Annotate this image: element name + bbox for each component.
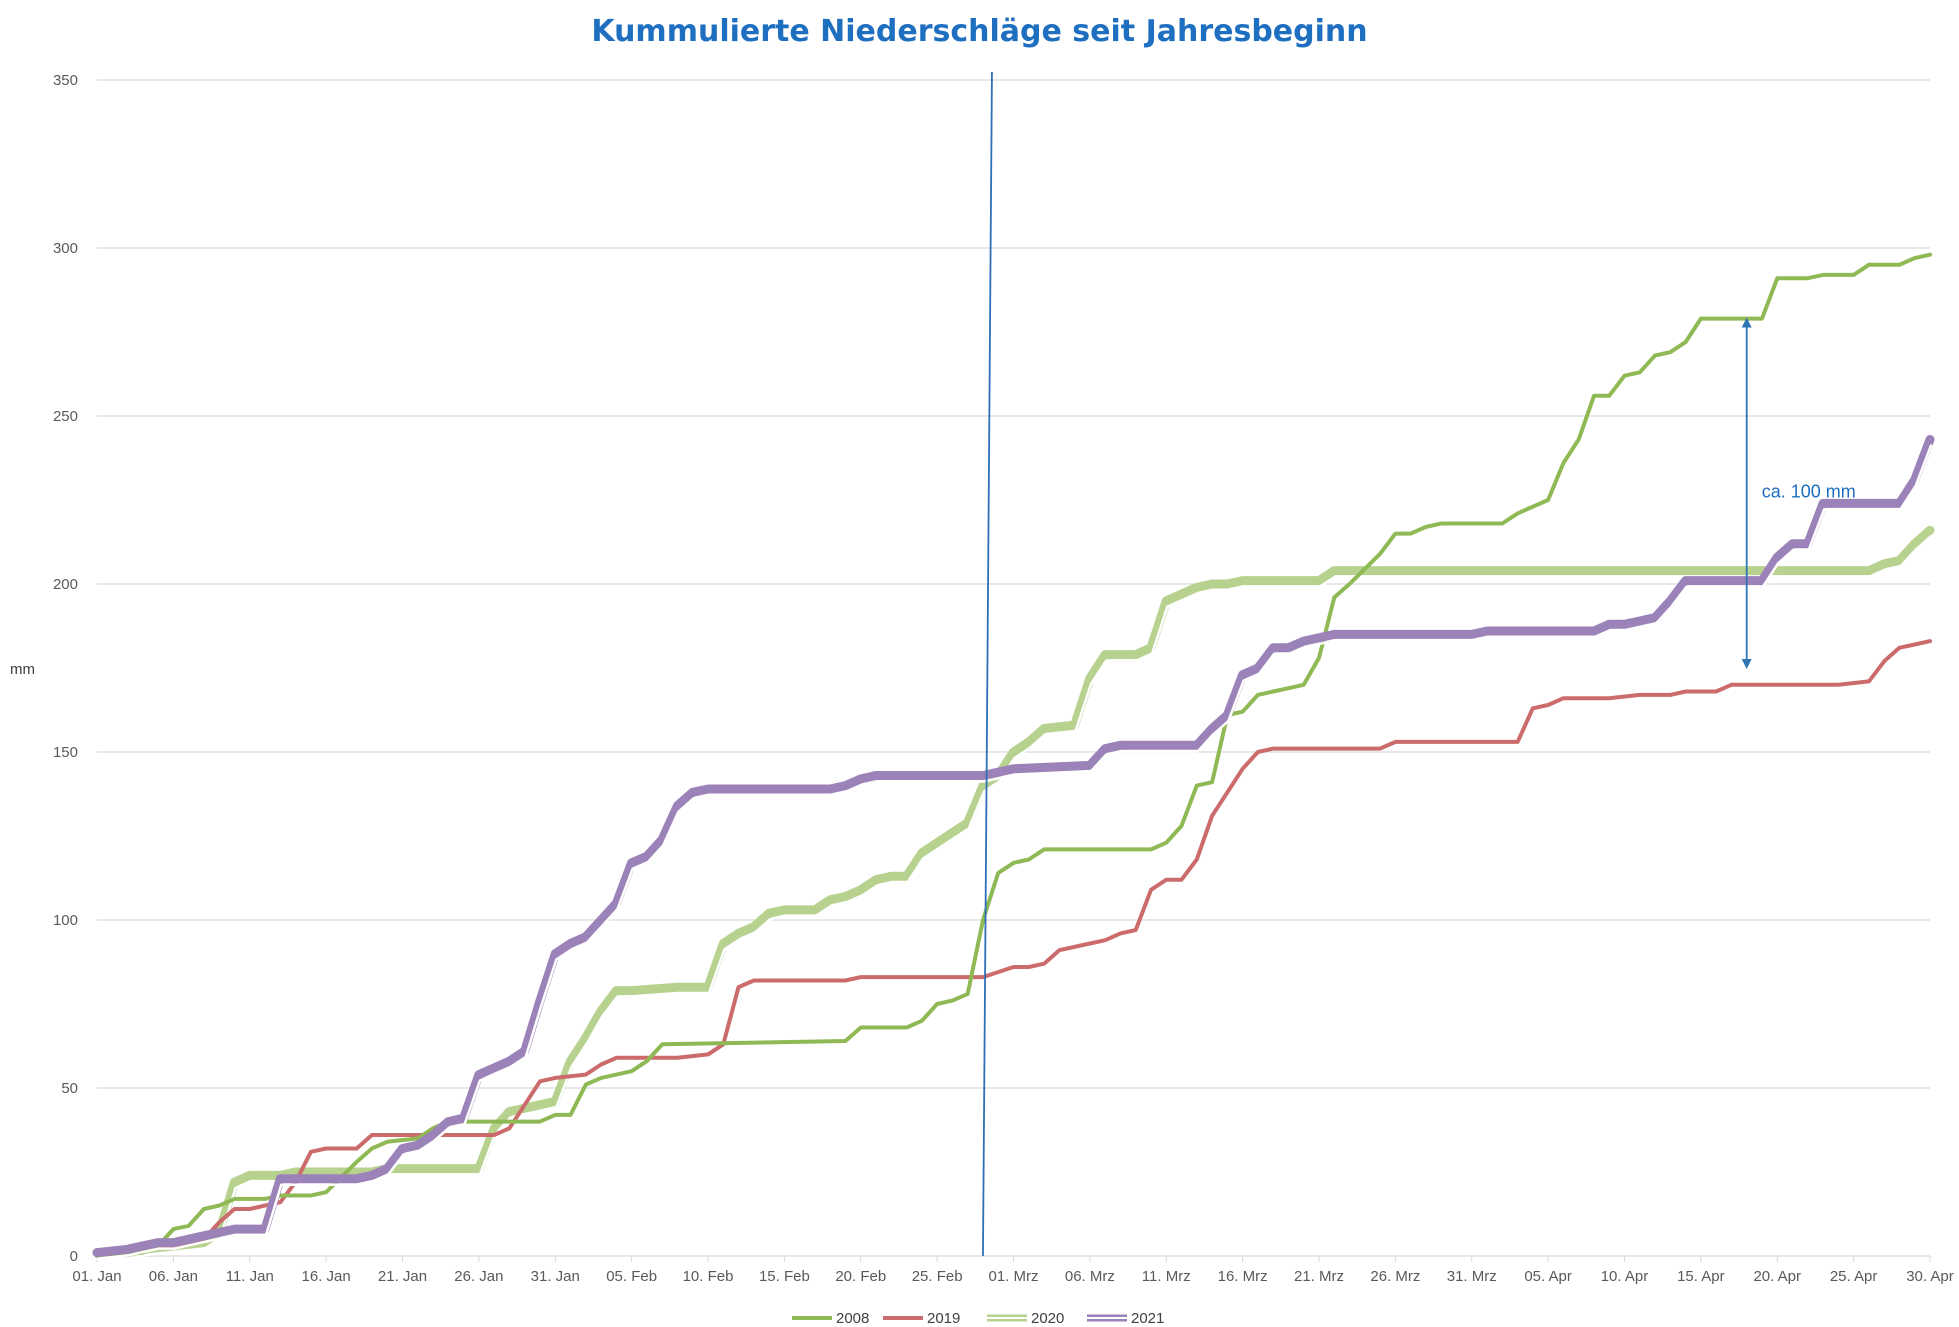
series-lines — [92, 252, 1935, 1260]
x-tick-label-0: 01. Jan — [72, 1268, 121, 1285]
x-tick-label-1: 06. Jan — [149, 1268, 198, 1285]
series-line-inner-2020 — [96, 534, 1933, 1260]
x-tick-label-7: 05. Feb — [606, 1268, 657, 1285]
x-tick-label-24: 30. Apr — [1906, 1268, 1954, 1285]
series-line-2020 — [92, 525, 1935, 1258]
series-line-2021 — [92, 435, 1935, 1258]
vertical-marker-line — [982, 71, 993, 1257]
x-tick-label-21: 15. Apr — [1677, 1268, 1725, 1285]
y-tick-label-300: 300 — [53, 240, 78, 257]
y-tick-label-200: 200 — [53, 576, 78, 593]
x-tick-label-14: 11. Mrz — [1142, 1268, 1191, 1285]
legend-label-2019: 2019 — [927, 1310, 960, 1327]
annotations: ca. 100 mm — [982, 71, 1856, 1257]
legend-label-2021: 2021 — [1131, 1310, 1164, 1327]
x-tick-label-17: 26. Mrz — [1370, 1268, 1420, 1285]
y-axis-label: mm — [10, 661, 35, 678]
y-tick-label-50: 50 — [61, 1080, 78, 1097]
legend-label-2008: 2008 — [836, 1310, 869, 1327]
y-tick-label-150: 150 — [53, 744, 78, 761]
x-tick-label-18: 31. Mrz — [1447, 1268, 1497, 1285]
x-tick-label-23: 25. Apr — [1830, 1268, 1878, 1285]
x-tick-label-20: 10. Apr — [1601, 1268, 1649, 1285]
legend: 2008 2019 2020 2021 — [792, 1310, 1164, 1327]
x-tick-label-22: 20. Apr — [1753, 1268, 1801, 1285]
series-line-2019 — [95, 639, 1932, 1255]
chart-title: Kummulierte Niederschläge seit Jahresbeg… — [591, 14, 1368, 49]
x-tick-label-8: 10. Feb — [683, 1268, 734, 1285]
legend-label-2020: 2020 — [1031, 1310, 1064, 1327]
x-tick-label-2: 11. Jan — [226, 1268, 274, 1285]
x-tick-label-4: 21. Jan — [378, 1268, 427, 1285]
y-tick-label-100: 100 — [53, 912, 78, 929]
x-tick-label-10: 20. Feb — [835, 1268, 886, 1285]
x-tick-label-16: 21. Mrz — [1294, 1268, 1344, 1285]
series-line-inner-2021 — [96, 444, 1933, 1260]
y-tick-label-250: 250 — [53, 408, 78, 425]
gridlines — [97, 79, 1930, 1257]
x-tick-label-12: 01. Mrz — [988, 1268, 1038, 1285]
y-tick-label-0: 0 — [70, 1248, 78, 1265]
x-tick-label-6: 31. Jan — [531, 1268, 580, 1285]
x-tick-label-15: 16. Mrz — [1218, 1268, 1268, 1285]
x-tick-label-11: 25. Feb — [912, 1268, 963, 1285]
difference-label: ca. 100 mm — [1762, 481, 1856, 501]
series-line-2008 — [95, 252, 1932, 1258]
y-tick-label-350: 350 — [53, 72, 78, 89]
x-tick-label-9: 15. Feb — [759, 1268, 810, 1285]
x-tick-label-3: 16. Jan — [302, 1268, 351, 1285]
x-tick-label-19: 05. Apr — [1524, 1268, 1572, 1285]
x-axis-ticks: 01. Jan 06. Jan 11. Jan 16. Jan 21. Jan 26. J… — [72, 1256, 1954, 1285]
x-tick-label-13: 06. Mrz — [1065, 1268, 1115, 1285]
x-tick-label-5: 26. Jan — [454, 1268, 503, 1285]
y-axis-ticks: 0 50 100 150 200 250 300 350 — [53, 72, 78, 1265]
